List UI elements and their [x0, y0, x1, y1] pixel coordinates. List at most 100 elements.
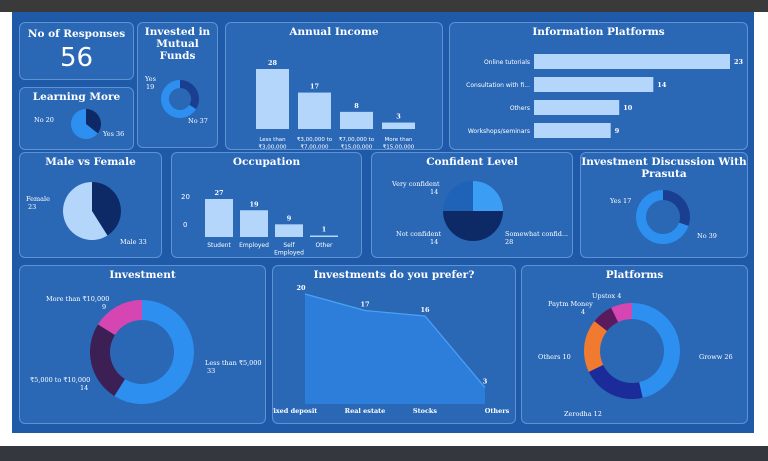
tick-label: ₹3,00,000 [259, 144, 287, 151]
data-label: 3 [396, 113, 401, 121]
card-title: Platforms [605, 269, 664, 281]
tick-label: Less than [259, 137, 286, 143]
pie-label: Not confident [396, 230, 442, 238]
card-platforms: Platforms Upstox 4 Paytm Money 4 Others … [521, 265, 748, 424]
tick-label: ₹7,00,000 [301, 144, 329, 151]
card-title: Investment Discussion With Prasuta [581, 156, 747, 180]
pie-label: Upstox 4 [592, 292, 621, 300]
pie-label: Less than ₹5,000 [205, 359, 262, 367]
platforms-donut [584, 303, 681, 399]
data-label: 27 [214, 189, 223, 197]
card-investments-prefer: Investments do you prefer? 20 Fixed depos… [272, 265, 516, 424]
title-line: Invested in [144, 26, 211, 38]
pie-label: 14 [430, 238, 438, 246]
card-title: Confident Level [426, 156, 518, 168]
card-title: Occupation [232, 156, 301, 168]
data-label: 3 [483, 378, 488, 386]
tick-label: ₹15,00,000 [383, 144, 415, 151]
bar [340, 111, 373, 129]
discussion-donut [636, 190, 690, 244]
pie-label: ₹5,000 to ₹10,000 [30, 376, 90, 384]
tick-label: Employed [274, 250, 304, 257]
pie-slice [161, 80, 197, 118]
data-label: 16 [420, 306, 430, 314]
tick-label: Real estate [345, 407, 386, 415]
tick-label: Fixed deposit [272, 407, 317, 415]
tick-label: ₹3,00,000 to [297, 136, 333, 143]
pie-label: 9 [102, 303, 106, 311]
investment-donut [90, 300, 194, 404]
pie-label: Zerodha 12 [564, 410, 602, 418]
card-title: Male vs Female [45, 156, 136, 168]
data-label: 9 [287, 214, 292, 222]
card-mutual-funds: Invested in Mutual Funds Yes 19 No 37 [137, 22, 218, 148]
confidence-pie [443, 181, 503, 241]
pie-slice [86, 109, 102, 134]
tick-label: Workshops/seminars [468, 128, 530, 135]
title-line: Prasuta [641, 168, 687, 180]
pie-slice [62, 182, 108, 240]
pie-label: Somewhat confid... [505, 230, 568, 238]
tick-label: Consultation with fi... [466, 82, 530, 89]
tick-label: More than [385, 137, 413, 143]
pie-label: Yes [144, 75, 156, 83]
bar [534, 54, 730, 69]
card-learning-more: Learning More No 20 Yes 36 [19, 87, 134, 150]
pie-label: More than ₹10,000 [46, 295, 109, 303]
pie-slice [71, 109, 98, 139]
card-title: Annual Income [289, 26, 379, 38]
card-annual-income: Annual Income 28 Less than ₹3,00,000 17 ₹3,0… [225, 22, 443, 150]
pie-label: 19 [146, 83, 154, 91]
bar [275, 224, 303, 237]
pie-label: Others 10 [538, 353, 571, 361]
pie-slice [663, 190, 690, 226]
window-bottom-bar [0, 446, 768, 461]
pie-label: No 20 [34, 116, 54, 124]
data-label: 14 [657, 81, 667, 89]
card-title: Information Platforms [532, 26, 665, 38]
pie-label: No 37 [188, 117, 208, 125]
bar [534, 123, 611, 138]
pie-label: Male 33 [120, 238, 147, 246]
card-occupation: Occupation 20 0 27 Student 19 Employed 9 Self… [171, 152, 362, 258]
y-tick-label: 0 [183, 221, 187, 229]
pie-slice [92, 182, 121, 236]
data-label: 28 [268, 59, 278, 67]
pie-label: 14 [430, 188, 438, 196]
data-label: 19 [249, 200, 259, 208]
bar [240, 210, 268, 237]
data-label: 20 [296, 284, 306, 292]
pie-slice [443, 211, 503, 241]
pie-slice [90, 324, 125, 397]
data-label: 10 [623, 104, 633, 112]
bar [298, 92, 331, 129]
data-label: 1 [322, 226, 327, 234]
pie-slice [114, 300, 194, 404]
tick-label: Others [510, 105, 530, 112]
information-platforms-bars: Online tutorials 23 Consultation with fi..… [466, 54, 744, 138]
pie-slice [584, 321, 607, 372]
mutual-funds-donut [161, 80, 199, 118]
title-line: Investment Discussion With [581, 156, 747, 168]
card-title: Learning More [32, 91, 121, 103]
data-label: 9 [615, 127, 620, 135]
pie-label: Yes 36 [102, 130, 124, 138]
investments-prefer-area: 20 Fixed deposit 17 Real estate 16 Stocks 3 Oth… [272, 284, 510, 415]
tick-label: ₹15,00,000 [341, 144, 373, 151]
pie-label: Groww 26 [699, 353, 733, 361]
area-fill [305, 294, 485, 404]
pie-label: 28 [505, 238, 513, 246]
pie-slice [180, 80, 199, 110]
card-title: Investment [109, 269, 176, 281]
pie-label: Yes 17 [609, 197, 631, 205]
bar [382, 122, 415, 129]
tick-label: Others [485, 407, 510, 415]
pie-slice [443, 181, 473, 211]
card-information-platforms: Information Platforms Online tutorials 23… [449, 22, 748, 150]
bar [205, 199, 233, 237]
pie-slice [473, 181, 503, 211]
card-title: No of Responses [27, 28, 126, 40]
pie-slice [632, 303, 681, 398]
